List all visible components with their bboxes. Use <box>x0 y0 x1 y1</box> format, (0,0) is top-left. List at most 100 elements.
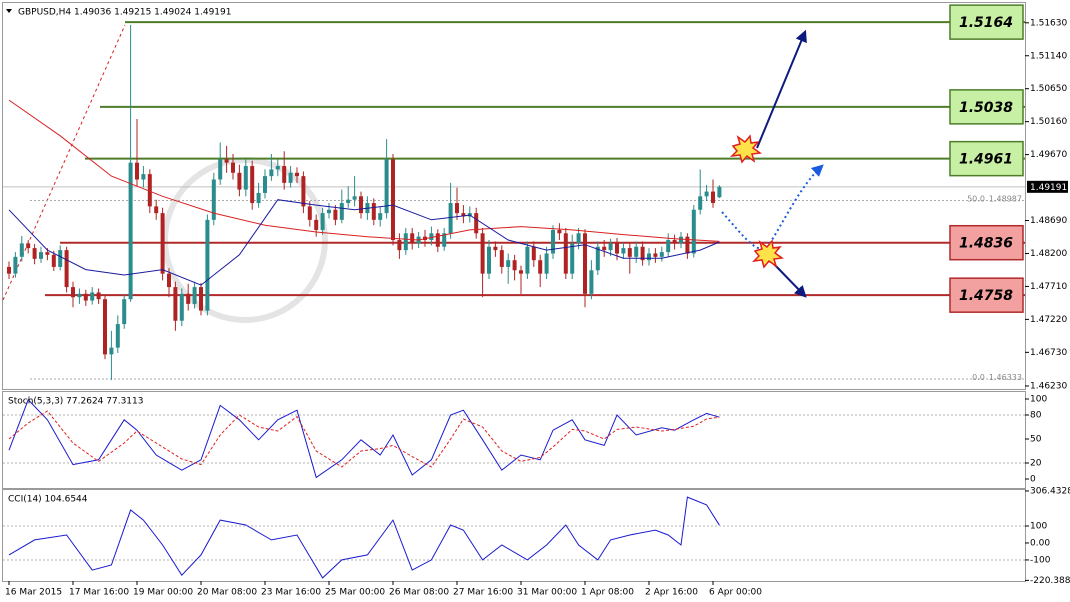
main-panel-frame <box>2 2 1026 390</box>
candle-body <box>71 287 75 298</box>
candle-body <box>263 176 267 193</box>
candle-body <box>39 252 43 259</box>
candle-body <box>51 254 56 267</box>
candle-body <box>711 191 715 204</box>
y-tick-label: 1.51140 <box>1030 51 1067 61</box>
candle-body <box>378 213 383 220</box>
candle-body <box>595 246 600 271</box>
fib-level-text: 50.0 1.48987 <box>967 194 1022 203</box>
y-tick-label: 50 <box>1030 435 1042 445</box>
candle-body <box>698 196 703 210</box>
candle-body <box>199 287 203 311</box>
candle-body <box>307 206 312 220</box>
candle-body <box>634 246 639 257</box>
candle-body <box>704 191 709 197</box>
x-tick-label: 17 Mar 16:00 <box>69 588 129 598</box>
candle-body <box>653 253 658 257</box>
x-tick-label: 25 Mar 00:00 <box>325 588 385 598</box>
indicator-line <box>8 410 720 468</box>
candle-body <box>461 213 466 217</box>
candle-body <box>96 292 101 300</box>
candle-body <box>90 292 95 301</box>
candle-body <box>314 219 319 230</box>
indicator-line <box>8 99 720 242</box>
cci-title: CCI(14) 104.6544 <box>8 495 88 505</box>
candle-body <box>493 246 498 251</box>
candle-body <box>557 229 562 234</box>
y-tick-label: 1.49670 <box>1030 150 1067 160</box>
level-box <box>949 4 1024 40</box>
level-label: 1.4758 <box>959 288 1013 304</box>
candle-body <box>371 203 376 220</box>
level-label: 1.4836 <box>959 236 1013 252</box>
arrow-down <box>771 261 807 298</box>
candle-body <box>282 166 287 183</box>
y-tick-label: 80 <box>1030 411 1042 421</box>
x-tick-label: 31 Mar 00:00 <box>517 588 577 598</box>
candle-body <box>531 246 536 261</box>
candle-body <box>154 206 159 214</box>
over-layer: 1.51630 1.51140 1.50650 1.50160 1.49670 1.486… <box>5 4 1070 598</box>
y-tick-label: 1.48690 <box>1030 216 1067 226</box>
level-box <box>949 89 1024 125</box>
indicator-line <box>8 496 720 579</box>
candle-body <box>205 219 210 311</box>
candle-body <box>685 236 690 254</box>
arrow-alternative <box>721 164 824 250</box>
candle-body <box>128 162 133 300</box>
candle-body <box>288 172 293 183</box>
candle-body <box>320 213 325 230</box>
candle-body <box>333 209 338 220</box>
candle-body <box>7 266 11 274</box>
candle-body <box>435 233 440 247</box>
candle-body <box>186 293 191 304</box>
header-arrow <box>6 9 12 13</box>
candle-body <box>519 270 523 274</box>
fib-level-value: 1.46333 <box>989 373 1022 382</box>
y-tick-label: 100 <box>1030 521 1047 531</box>
candle-body <box>237 172 242 190</box>
candle-body <box>13 256 18 274</box>
candle-body <box>295 172 299 177</box>
candle-body <box>160 213 165 274</box>
level-box <box>949 140 1024 177</box>
fib-level-label: 50.0 <box>967 194 985 203</box>
breakout-icon <box>751 239 784 269</box>
candle-body <box>192 287 197 304</box>
candle-body <box>135 162 139 180</box>
candle-body <box>679 236 683 244</box>
chart-header: GBPUSD,H4 1.49036 1.49215 1.49024 1.4919… <box>18 8 231 18</box>
candle-body <box>506 260 511 267</box>
candle-body <box>384 159 389 214</box>
candle-body <box>103 299 107 355</box>
candle-body <box>448 203 453 234</box>
candle-body <box>77 293 82 298</box>
level-label: 1.4961 <box>959 152 1013 168</box>
current-price-box <box>1027 180 1068 193</box>
candle-body <box>410 233 415 244</box>
candle-body <box>179 293 184 321</box>
candle-body <box>26 243 31 249</box>
x-tick-label: 6 Apr 00:00 <box>709 588 762 598</box>
y-tick-label: -100 <box>1030 555 1051 565</box>
candle-body <box>218 159 223 180</box>
candle-body <box>615 243 619 254</box>
y-tick-label: 1.48200 <box>1030 249 1067 259</box>
y-tick-label: -220.3881 <box>1030 576 1070 586</box>
candle-body <box>391 159 395 241</box>
candle-body <box>224 159 229 163</box>
candle-body <box>359 196 363 214</box>
y-tick-label: 1.50160 <box>1030 117 1067 127</box>
candle-body <box>167 273 171 288</box>
arrow-up <box>756 29 807 149</box>
candle-body <box>647 253 651 261</box>
candle-body <box>122 299 127 325</box>
candle-body <box>352 196 357 200</box>
stoch-title: Stoch(5,3,3) 77.2624 77.3113 <box>8 397 143 407</box>
candle-body <box>666 240 671 253</box>
candle-body <box>115 324 120 348</box>
candle-body <box>403 233 408 251</box>
candle-body <box>256 192 261 204</box>
candle-body <box>429 233 434 241</box>
candle-body <box>621 248 626 254</box>
